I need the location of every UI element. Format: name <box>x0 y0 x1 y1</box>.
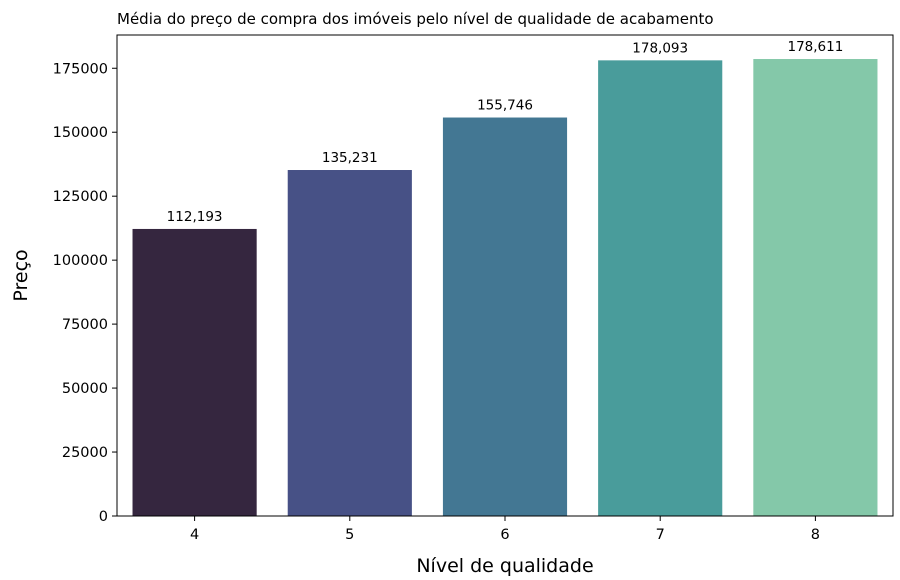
x-tick-label-7: 7 <box>656 527 665 543</box>
y-tick-label-0: 0 <box>99 509 108 525</box>
y-axis: 0 25000 50000 75000 100000 125000 150000 175000 <box>53 61 117 525</box>
y-tick-label-75000: 75000 <box>62 317 108 333</box>
x-axis-label: Nível de qualidade <box>416 555 593 577</box>
y-tick-label-100000: 100000 <box>53 253 108 269</box>
data-label-6: 155,746 <box>477 98 533 114</box>
plot-area: 112,193 135,231 155,746 178,093 178,611 <box>116 34 894 517</box>
x-axis: 4 5 6 7 8 <box>190 516 820 543</box>
x-tick-label-6: 6 <box>500 527 509 543</box>
y-tick-label-125000: 125000 <box>53 189 108 205</box>
x-tick-label-8: 8 <box>811 527 820 543</box>
bar-8 <box>753 59 878 517</box>
data-label-7: 178,093 <box>632 40 688 56</box>
x-tick-label-4: 4 <box>190 527 199 543</box>
data-label-8: 178,611 <box>787 39 843 55</box>
y-tick-label-50000: 50000 <box>62 381 108 397</box>
x-tick-label-5: 5 <box>345 527 354 543</box>
data-labels-layer: 112,193 135,231 155,746 178,093 178,611 <box>167 39 844 225</box>
y-tick-label-150000: 150000 <box>53 125 108 141</box>
bars-layer <box>132 59 878 517</box>
y-tick-label-25000: 25000 <box>62 445 108 461</box>
y-tick-label-175000: 175000 <box>53 61 108 77</box>
data-label-5: 135,231 <box>322 150 378 166</box>
chart-title: Média do preço de compra dos imóveis pel… <box>117 10 714 28</box>
data-label-4: 112,193 <box>167 209 223 225</box>
bar-6 <box>442 117 568 516</box>
y-axis-label: Preço <box>10 249 32 301</box>
bar-4 <box>132 228 257 517</box>
bar-5 <box>287 170 412 516</box>
bar-7 <box>598 60 723 516</box>
